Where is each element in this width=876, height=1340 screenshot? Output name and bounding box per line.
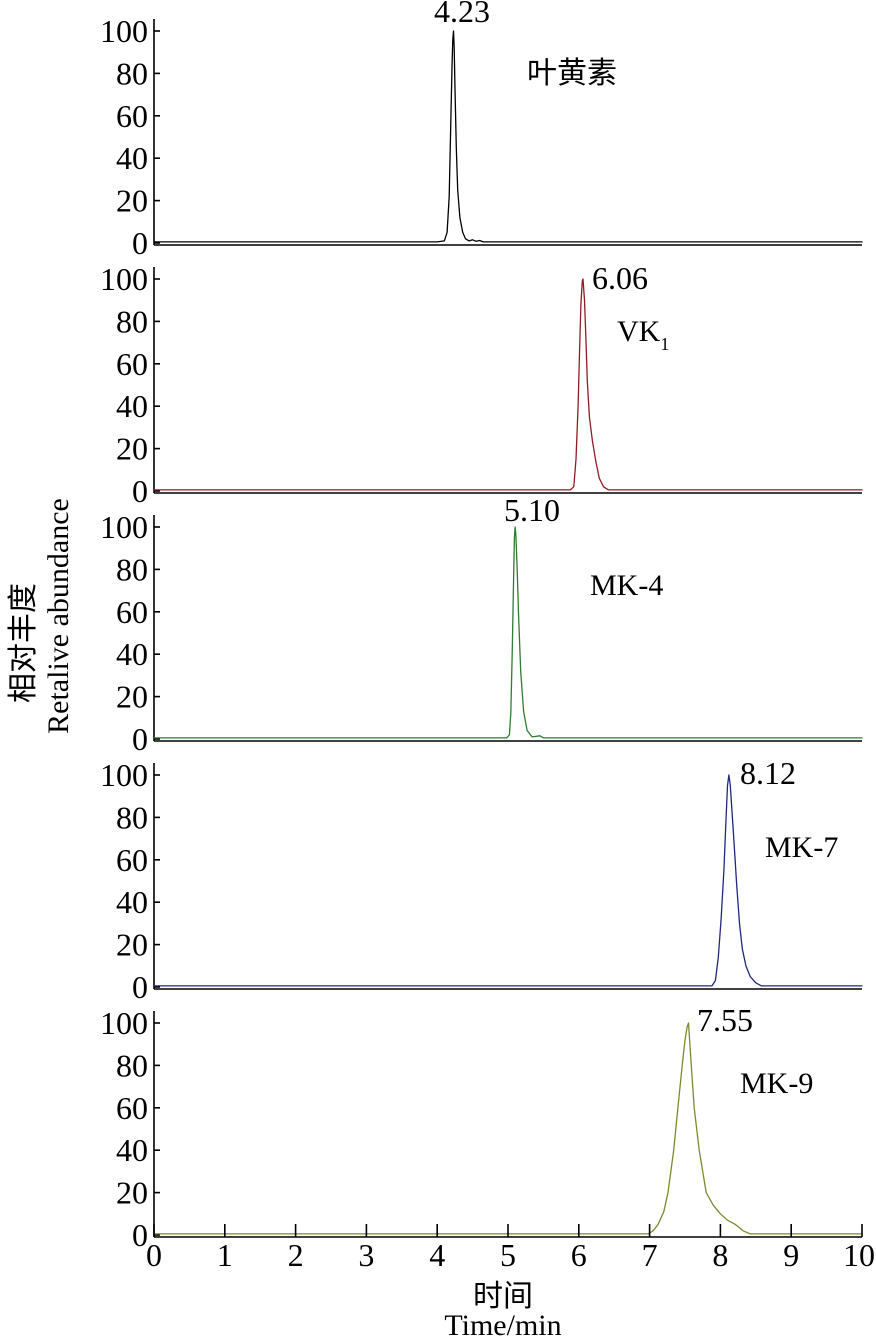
x-axis-ticks: 0 1 2 3 4 5 6 7 8 9 10 <box>146 1224 875 1273</box>
panel-1: 0 20 40 60 80 100 4.23 叶黄素 <box>100 0 863 261</box>
y-tick-label: 80 <box>116 55 148 91</box>
compound-subscript: 1 <box>660 334 669 354</box>
compound-label: MK-9 <box>740 1067 813 1100</box>
y-tick-label: 20 <box>116 431 148 467</box>
panel-2: 0 20 40 60 80 100 6.06 VK1 <box>100 260 863 509</box>
y-tick-label: 100 <box>100 13 148 49</box>
chromatogram-trace <box>153 526 863 739</box>
y-tick-label: 100 <box>100 261 148 297</box>
x-tick-label: 3 <box>358 1237 374 1273</box>
y-tick-label: 20 <box>116 927 148 963</box>
y-tick-label: 40 <box>116 636 148 672</box>
x-tick-label: 7 <box>642 1237 658 1273</box>
peak-time-label: 4.23 <box>434 0 490 29</box>
y-tick-label: 0 <box>132 1217 148 1253</box>
y-tick-label: 20 <box>116 679 148 715</box>
y-tick-label: 0 <box>132 473 148 509</box>
y-tick-label: 60 <box>116 98 148 134</box>
y-tick-label: 100 <box>100 1005 148 1041</box>
panel-4: 0 20 40 60 80 100 8.12 MK-7 <box>100 755 863 1005</box>
compound-name: MK-4 <box>590 569 663 602</box>
y-tick-label: 60 <box>116 842 148 878</box>
chromatogram-trace <box>153 1022 863 1235</box>
compound-label: VK1 <box>617 315 669 354</box>
y-tick-label: 80 <box>116 551 148 587</box>
peak-time-label: 7.55 <box>697 1002 753 1038</box>
y-tick-label: 60 <box>116 1090 148 1126</box>
compound-label: MK-4 <box>590 569 663 602</box>
panel-5: 0 20 40 60 80 100 7.55 MK-9 <box>100 1002 863 1253</box>
y-tick-label: 60 <box>116 594 148 630</box>
compound-name: MK-7 <box>765 831 838 864</box>
y-tick-label: 0 <box>132 721 148 757</box>
chromatogram-trace <box>153 30 863 243</box>
chromatogram-trace <box>153 774 863 987</box>
compound-name: 叶黄素 <box>527 57 617 90</box>
x-axis-label-en: Time/min <box>444 1309 561 1340</box>
x-tick-label: 5 <box>500 1237 516 1273</box>
y-tick-label: 40 <box>116 140 148 176</box>
x-tick-label: 1 <box>217 1237 233 1273</box>
x-tick-label: 2 <box>288 1237 304 1273</box>
y-axis-label-cn: 相对丰度 <box>7 583 40 703</box>
compound-label: 叶黄素 <box>527 57 617 90</box>
y-tick-label: 40 <box>116 388 148 424</box>
y-tick-label: 100 <box>100 757 148 793</box>
y-tick-label: 0 <box>132 225 148 261</box>
peak-time-label: 6.06 <box>592 260 648 296</box>
y-tick-label: 80 <box>116 1047 148 1083</box>
x-tick-label: 8 <box>712 1237 728 1273</box>
y-tick-label: 80 <box>116 303 148 339</box>
compound-name: VK <box>617 315 661 348</box>
peak-time-label: 8.12 <box>740 755 796 791</box>
compound-label: MK-7 <box>765 831 838 864</box>
x-tick-label: 6 <box>571 1237 587 1273</box>
y-tick-label: 100 <box>100 509 148 545</box>
x-tick-label: 4 <box>429 1237 445 1273</box>
x-tick-label: 0 <box>146 1237 162 1273</box>
x-tick-label: 10 <box>843 1237 875 1273</box>
y-tick-label: 40 <box>116 884 148 920</box>
y-axis-label-en: Retalive abundance <box>42 498 75 734</box>
y-tick-label: 40 <box>116 1132 148 1168</box>
y-tick-label: 20 <box>116 183 148 219</box>
y-tick-label: 20 <box>116 1175 148 1211</box>
peak-time-label: 5.10 <box>504 492 560 528</box>
chromatogram-trace <box>153 278 863 491</box>
panel-3: 0 20 40 60 80 100 5.10 MK-4 <box>100 492 863 757</box>
x-tick-label: 9 <box>783 1237 799 1273</box>
x-axis-label-cn: 时间 <box>473 1280 533 1313</box>
y-tick-label: 80 <box>116 799 148 835</box>
compound-name: MK-9 <box>740 1067 813 1100</box>
y-tick-label: 60 <box>116 346 148 382</box>
y-tick-label: 0 <box>132 969 148 1005</box>
